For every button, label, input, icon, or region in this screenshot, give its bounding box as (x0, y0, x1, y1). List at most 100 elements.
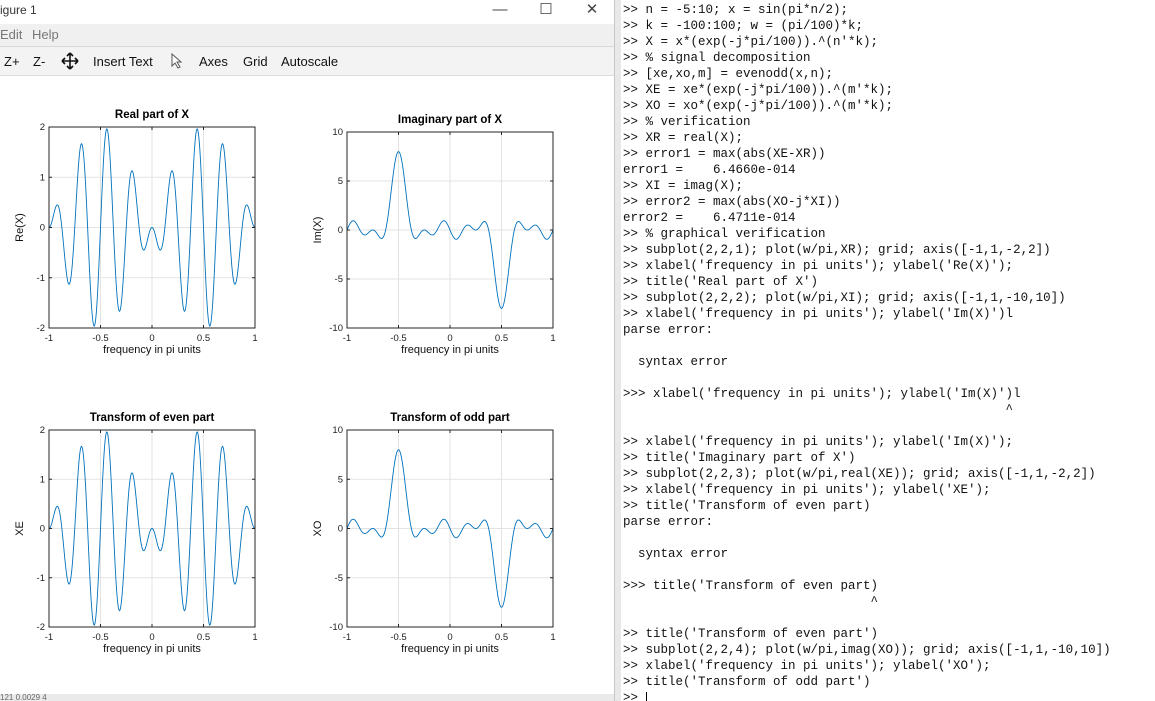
y-axis-label: XE (14, 521, 26, 536)
series-line (346, 151, 554, 309)
zoom-out-button[interactable]: Z- (33, 54, 46, 69)
x-tick-label: 0.5 (197, 333, 210, 344)
x-tick-label: 1 (252, 632, 257, 643)
x-tick-label: 0 (149, 632, 154, 643)
x-tick-label: -0.5 (390, 333, 406, 344)
command-line (623, 338, 1111, 354)
minimize-icon[interactable]: — (492, 1, 508, 18)
select-pointer-icon[interactable] (170, 52, 184, 73)
figure-title-bar: igure 1 — ☐ ✕ (0, 0, 614, 22)
y-tick-label: -10 (329, 622, 343, 633)
command-line: >> subplot(2,2,2); plot(w/pi,XI); grid; … (623, 291, 1066, 305)
series-line (48, 128, 256, 327)
autoscale-button[interactable]: Autoscale (281, 54, 339, 69)
y-tick-label: 0 (40, 223, 45, 234)
zoom-in-button[interactable]: Z+ (4, 54, 20, 69)
y-tick-label: 5 (338, 176, 343, 187)
grid-button[interactable]: Grid (243, 54, 268, 69)
x-tick-label: 0 (447, 632, 452, 643)
command-line: >> % signal decomposition (623, 51, 811, 65)
x-tick-label: 1 (550, 632, 555, 643)
command-line: >>> xlabel('frequency in pi units'); yla… (623, 387, 1021, 401)
command-line (623, 562, 1111, 578)
text-cursor (645, 691, 647, 701)
command-line: >> % verification (623, 115, 751, 129)
command-line: >> subplot(2,2,4); plot(w/pi,imag(XO)); … (623, 643, 1111, 657)
command-line: >> [xe,xo,m] = evenodd(x,n); (623, 67, 834, 81)
menu-edit[interactable]: Edit (0, 27, 23, 42)
command-line: parse error: (623, 515, 714, 529)
command-line: error1 = 6.4660e-014 (623, 163, 796, 177)
x-tick-label: 1 (252, 333, 257, 344)
y-tick-label: 1 (40, 474, 45, 485)
command-history: >> n = -5:10; x = sin(pi*n/2); >> k = -10… (623, 2, 1111, 701)
axes-title: Transform of even part (90, 412, 215, 424)
command-line: >> XO = xo*(exp(-j*pi/100)).^(m'*k); (623, 99, 894, 113)
command-line: >> xlabel('frequency in pi units'); ylab… (623, 435, 1014, 449)
y-tick-label: -2 (37, 622, 45, 633)
command-line: ^ (623, 595, 879, 609)
command-line: parse error: (623, 323, 714, 337)
menu-help[interactable]: Help (32, 27, 59, 42)
subplot[interactable]: -1 -0.5 0 0.5 1 -10 -5 0 5 10 Transform of odd par… (312, 412, 556, 655)
x-axis-label: frequency in pi units (103, 344, 201, 356)
command-line: >> n = -5:10; x = sin(pi*n/2); (623, 3, 849, 17)
x-tick-label: -1 (343, 632, 351, 643)
command-line (623, 370, 1111, 386)
command-line: >> k = -100:100; w = (pi/100)*k; (623, 19, 864, 33)
x-tick-label: 0.5 (495, 333, 508, 344)
command-line: >> title('Imaginary part of X') (623, 451, 856, 465)
command-line: syntax error (623, 547, 729, 561)
x-tick-label: 0.5 (495, 632, 508, 643)
y-axis-label: Re(X) (14, 213, 26, 242)
x-axis-label: frequency in pi units (401, 344, 499, 356)
command-line: >> xlabel('frequency in pi units'); ylab… (623, 483, 991, 497)
x-tick-label: -1 (45, 333, 53, 344)
command-line (623, 418, 1111, 434)
y-axis-label: Im(X) (312, 217, 324, 244)
y-tick-label: 0 (338, 524, 343, 535)
pan-icon[interactable] (61, 52, 79, 75)
y-tick-label: -5 (335, 274, 343, 285)
axes-button[interactable]: Axes (199, 54, 228, 69)
x-tick-label: -1 (343, 333, 351, 344)
x-tick-label: 0.5 (197, 632, 210, 643)
command-line: >> subplot(2,2,1); plot(w/pi,XR); grid; … (623, 243, 1051, 257)
command-line: syntax error (623, 355, 729, 369)
close-icon[interactable]: ✕ (585, 1, 599, 18)
maximize-icon[interactable]: ☐ (539, 1, 553, 18)
command-line: >> error1 = max(abs(XE-XR)) (623, 147, 826, 161)
x-tick-label: -0.5 (390, 632, 406, 643)
command-line: >> error2 = max(abs(XO-j*XI)) (623, 195, 841, 209)
command-line: >> subplot(2,2,3); plot(w/pi,real(XE)); … (623, 467, 1096, 481)
figure-title: igure 1 (0, 3, 37, 17)
y-tick-label: -10 (329, 323, 343, 334)
y-tick-label: 0 (40, 524, 45, 535)
command-line (623, 610, 1111, 626)
command-line: >> title('Transform of odd part') (623, 675, 871, 689)
command-line: >> X = x*(exp(-j*pi/100)).^(n'*k); (623, 35, 879, 49)
insert-text-button[interactable]: Insert Text (93, 54, 153, 69)
y-tick-label: 1 (40, 172, 45, 183)
command-line: >> xlabel('frequency in pi units'); ylab… (623, 307, 1014, 321)
x-tick-label: 0 (149, 333, 154, 344)
command-line: >> title('Transform of even part') (623, 627, 879, 641)
x-axis-label: frequency in pi units (401, 643, 499, 655)
command-window[interactable]: >> n = -5:10; x = sin(pi*n/2); >> k = -10… (621, 0, 1155, 701)
x-tick-label: -0.5 (92, 632, 108, 643)
axes-title: Real part of X (115, 109, 189, 121)
command-line: error2 = 6.4711e-014 (623, 211, 796, 225)
subplot[interactable]: -1 -0.5 0 0.5 1 -10 -5 0 5 10 Imaginary part of X f… (312, 114, 556, 356)
command-line: >> xlabel('frequency in pi units'); ylab… (623, 259, 1014, 273)
series-line (346, 449, 554, 608)
figure-toolbar: Z+ Z- Insert Text Axes Grid Autoscale (0, 47, 614, 76)
pane-divider[interactable] (614, 0, 621, 701)
x-tick-label: 0 (447, 333, 452, 344)
x-tick-label: -0.5 (92, 333, 108, 344)
x-axis-label: frequency in pi units (103, 643, 201, 655)
axes-title: Transform of odd part (390, 412, 510, 424)
